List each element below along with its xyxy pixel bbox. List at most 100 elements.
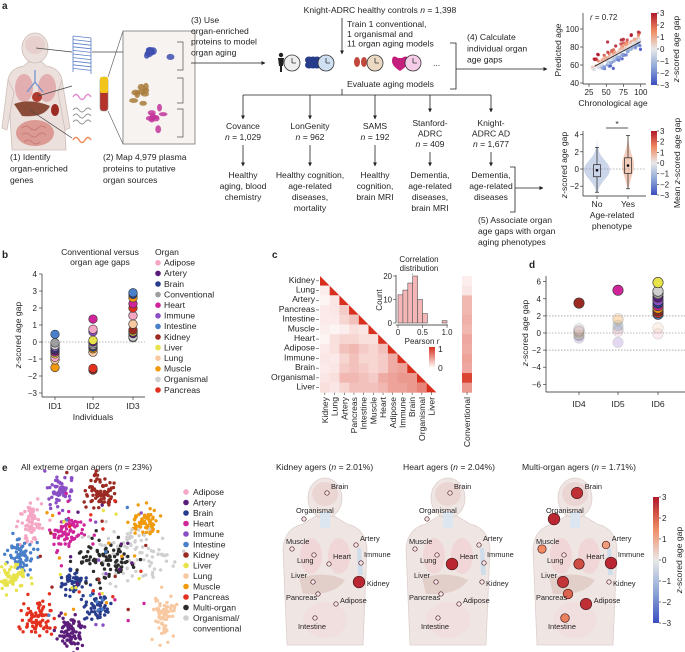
gene-pink-icon <box>72 93 92 101</box>
step5-caption-line: age gaps with organ <box>478 226 556 236</box>
conventional-cell <box>462 353 472 364</box>
tsne-point-adipose <box>29 540 34 544</box>
tsne-title: All extreme organ agers (n = 23%) <box>21 462 152 472</box>
tsne-point-pancreas <box>67 524 72 529</box>
tsne-point-pancreas <box>53 626 57 630</box>
body-map-2: Multi-organ agers (n = 1.71%) Brain Organi… <box>522 462 645 646</box>
tsne-point-liver <box>137 576 141 581</box>
tsne-point-liver <box>0 565 4 569</box>
tsne-point-kidney <box>91 493 95 497</box>
legend-label: Liver <box>193 561 212 571</box>
tsne-point-brain <box>59 585 63 589</box>
heatmap-cell <box>349 353 360 364</box>
tsne-point-lung <box>160 585 164 589</box>
tsne-point-adipose <box>30 520 34 524</box>
column-label: Artery <box>339 396 349 420</box>
heatmap-cell <box>320 382 330 393</box>
x-tick-label: ID4 <box>572 399 586 409</box>
cohort-outcome: Healthy cognition, <box>276 170 344 180</box>
tsne-point-intestine <box>20 545 24 549</box>
tsne-point-intestine <box>100 607 104 612</box>
heatmap-cell <box>320 295 330 306</box>
diagonal-cell <box>368 324 379 335</box>
category-label: No <box>592 199 603 209</box>
tsne-point-adipose <box>39 502 44 506</box>
x-tick-label: ID1 <box>48 401 62 411</box>
colorbar-tick-label: 1 <box>438 344 443 354</box>
tsne-point-pancreas <box>22 602 26 606</box>
scatter-point <box>638 47 643 52</box>
point-pancreas <box>88 363 98 373</box>
tsne-point-multi-organ <box>102 567 107 571</box>
heatmap-cell <box>349 373 360 383</box>
tsne-point-multi-organ <box>116 563 120 567</box>
colorbar-tick-label: 2 <box>662 514 667 523</box>
heatmap-cell <box>368 382 379 393</box>
tsne-point-kidney <box>98 480 102 484</box>
tsne-point-brain <box>92 597 97 601</box>
tsne-point-heart <box>59 542 63 546</box>
tsne-point-organismal <box>113 572 118 576</box>
tsne-point-lung <box>172 606 177 610</box>
tsne-point-organismal <box>158 568 163 572</box>
organ-marker-intestine <box>560 613 570 623</box>
colorbar-tick-label: 2 <box>660 138 665 147</box>
tsne-point-intestine <box>104 550 108 554</box>
organ-label: Heart <box>586 552 604 561</box>
cohort-name: SAMS <box>363 121 388 131</box>
tsne-point-immune <box>101 623 105 627</box>
tsne-point-artery <box>63 629 68 634</box>
tsne-point-multi-organ <box>90 536 94 540</box>
tsne-point-heart <box>142 601 146 606</box>
protein-blob <box>129 98 139 103</box>
protein-blob <box>139 100 147 106</box>
legend-label: Intestine <box>164 321 197 331</box>
tsne-point-organismal <box>151 549 156 554</box>
cohort-4: Knight-ADRC ADn = 1,677 Dementia,age-rela… <box>469 95 513 202</box>
clock-icon <box>317 54 335 72</box>
panel-c-correlation-heatmap: KidneyKidneyLungLungArteryArteryPancreas… <box>271 255 472 447</box>
dna-strand <box>72 57 92 60</box>
tsne-point-liver <box>29 576 33 580</box>
organ-label: Liver <box>541 571 558 580</box>
tsne-point-adipose <box>16 519 20 523</box>
step3-caption-line: organ-enriched <box>191 26 249 36</box>
legend-swatch <box>155 376 161 383</box>
tsne-point-immune <box>94 520 98 524</box>
tsne-point-intestine <box>2 552 7 556</box>
organ-marker-artery <box>601 540 611 550</box>
tsne-point-artery <box>62 620 66 624</box>
tsne-point-organismal <box>139 538 143 543</box>
legend-label: Liver <box>164 342 183 352</box>
train-models-text-line: 11 organ aging models <box>347 39 434 49</box>
tsne-point-adipose <box>20 521 24 525</box>
heatmap-cell <box>349 324 360 335</box>
tsne-point-liver <box>2 568 7 572</box>
tsne-point-liver <box>4 593 9 597</box>
tsne-point-immune <box>53 478 58 483</box>
y-tick-label: 0 <box>388 319 393 328</box>
tsne-point-artery <box>65 644 69 648</box>
legend-label: Multi-organ <box>193 603 236 613</box>
tsne-point-organismal <box>182 549 186 553</box>
tsne-point-lung <box>165 610 170 614</box>
tsne-point-kidney <box>90 485 95 489</box>
scatter-point <box>606 40 610 44</box>
tsne-point-pancreas <box>28 610 33 615</box>
cohort-name: Knight- <box>477 118 504 128</box>
connector-line <box>29 109 73 139</box>
tsne-point-intestine <box>35 540 39 545</box>
point-liver <box>88 335 98 345</box>
clock-hands <box>291 58 296 64</box>
tsne-point-muscle <box>156 529 160 534</box>
tsne-point-multi-organ <box>87 545 91 549</box>
heatmap-cell <box>339 334 350 345</box>
cohort-outcome: Healthy <box>228 170 258 180</box>
tsne-point-adipose <box>23 536 28 540</box>
step5-caption-line: (5) Associate organ <box>478 215 552 225</box>
diagonal-cell <box>387 343 398 354</box>
tsne-point-pancreas <box>33 630 38 634</box>
scatter-point <box>636 30 641 34</box>
scatter-point <box>613 50 617 54</box>
